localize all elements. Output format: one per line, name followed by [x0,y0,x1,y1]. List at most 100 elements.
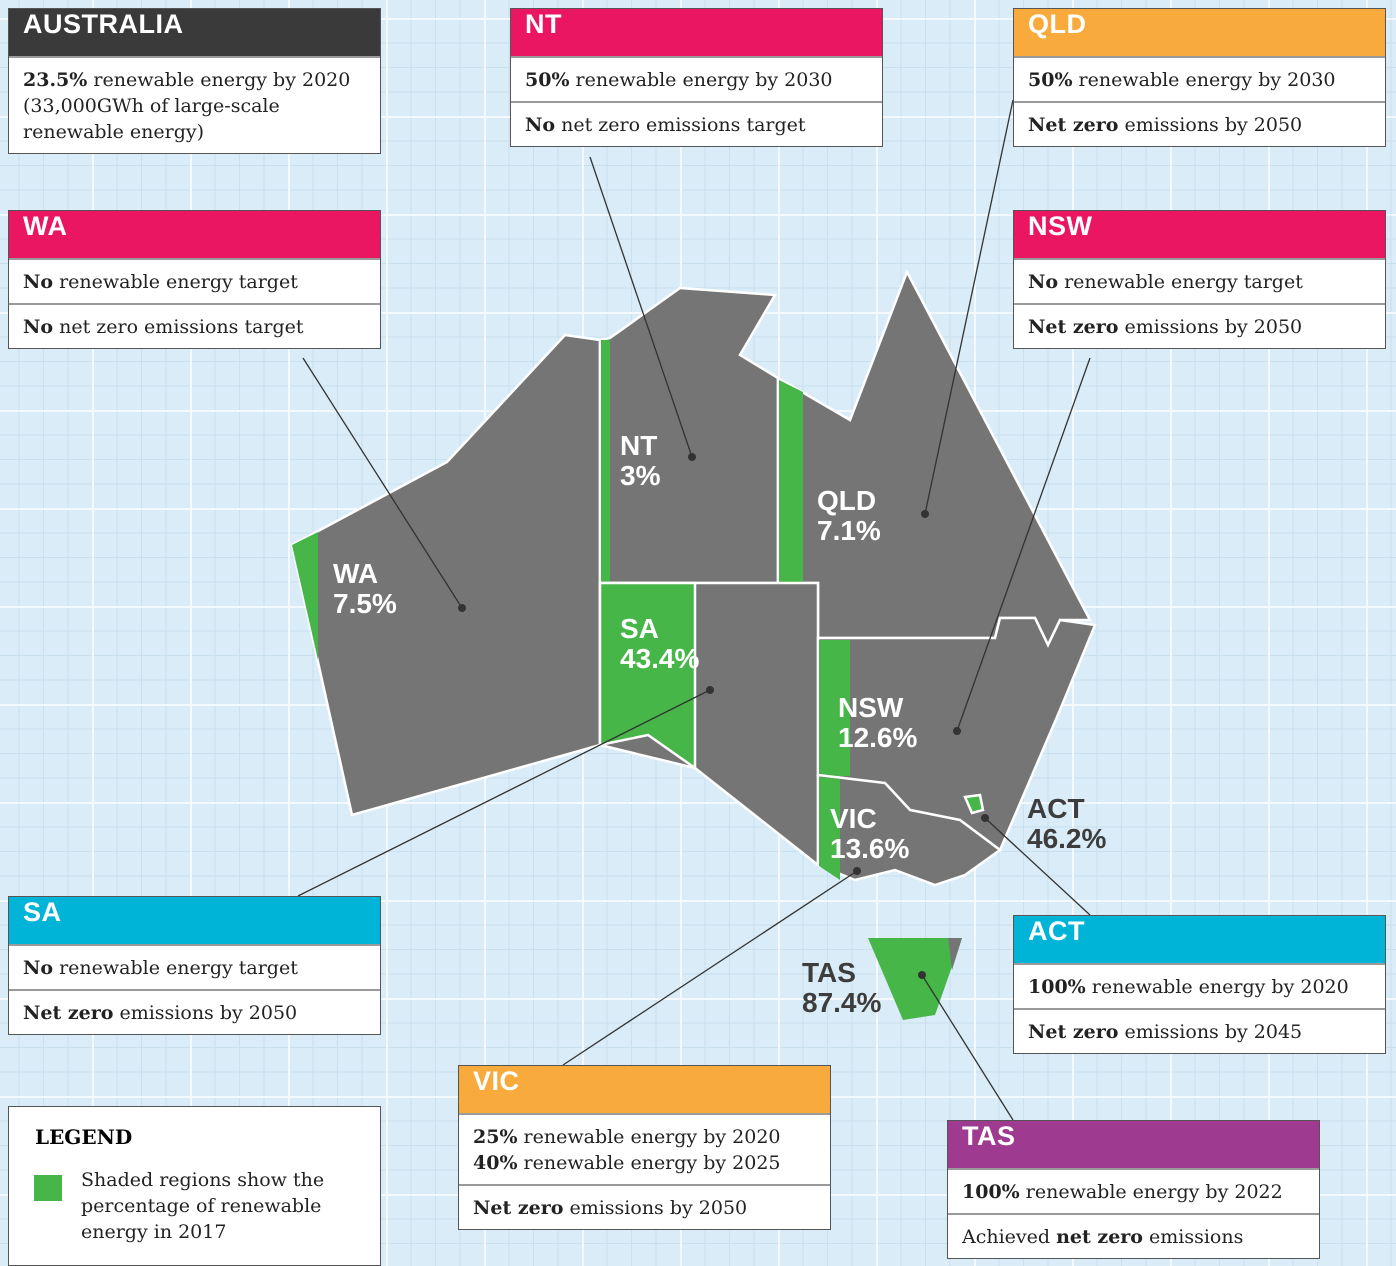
dot [918,971,926,979]
leader [297,689,711,897]
text-segment: No [1028,271,1059,293]
text-line: Net zero emissions by 2050 [1028,314,1371,340]
legend-title: LEGEND [35,1125,133,1149]
panel: NT 50% renewable energy by 2030 No net zer… [510,8,883,147]
text-line: No renewable energy target [23,955,366,981]
panel: NSW No renewable energy target Net zero em… [1013,210,1386,349]
text-line: Net zero emissions by 2050 [1028,112,1371,138]
region-name: VIC [830,803,877,834]
text-line: 50% renewable energy by 2030 [525,67,868,93]
region-name: TAS [802,957,856,988]
leader [302,357,463,609]
legend-text: Shaded regions show the percentage of ren… [81,1167,324,1245]
text-segment: emissions [1142,1226,1244,1248]
panel-row: Net zero emissions by 2050 [459,1184,830,1229]
legend-line: Shaded regions show the [81,1169,325,1191]
text-segment: emissions by 2050 [113,1002,298,1024]
panel-row: 100% renewable energy by 2022 [948,1168,1319,1213]
text-segment: 50% [525,69,570,91]
text-segment: Net zero [1028,1021,1119,1043]
text-segment: Net zero [1028,114,1119,136]
text-segment: renewable energy) [23,121,205,143]
panel-row: No renewable energy target [1014,258,1385,303]
legend-line: percentage of renewable [81,1195,322,1217]
dot [981,814,989,822]
tas [868,938,962,1020]
region-name: WA [333,558,378,589]
text-segment: renewable energy by 2025 [517,1152,781,1174]
dot [688,453,696,461]
panel-row: Net zero emissions by 2045 [1014,1008,1385,1053]
region-name: NT [620,430,657,461]
panel-row: No renewable energy target [9,944,380,989]
panel: VIC 25% renewable energy by 2020 40% renew… [458,1065,831,1230]
text-segment: net zero emissions target [53,316,304,338]
text-segment: emissions by 2045 [1118,1021,1303,1043]
dot [458,604,466,612]
region-name: SA [620,613,659,644]
panel: SA No renewable energy target Net zero emi… [8,896,381,1035]
panel-row: No renewable energy target [9,258,380,303]
text-segment: No [23,271,54,293]
region-value: 13.6% [830,833,909,864]
text-line: 40% renewable energy by 2025 [473,1150,816,1176]
text-segment: No [23,957,54,979]
text-line: 100% renewable energy by 2020 [1028,974,1371,1000]
text-line: 50% renewable energy by 2030 [1028,67,1371,93]
text-line: 100% renewable energy by 2022 [962,1179,1305,1205]
act [963,793,985,815]
text-segment: emissions by 2050 [1118,316,1303,338]
text-line: No net zero emissions target [525,112,868,138]
text-segment: net zero [1056,1226,1143,1248]
leader [956,357,1091,732]
text-segment: emissions by 2050 [563,1197,748,1219]
text-segment: 100% [1028,976,1086,998]
text-segment: renewable energy by 2020 [517,1126,781,1148]
dot [921,510,929,518]
text-segment: renewable energy by 2022 [1019,1181,1283,1203]
region-value: 7.5% [333,588,397,619]
region-value: 12.6% [838,722,917,753]
text-segment: 40% [473,1152,518,1174]
qld-green [779,380,803,582]
panel: TAS 100% renewable energy by 2022 Achieved… [947,1120,1320,1259]
text-line: renewable energy) [23,119,366,145]
text-segment: renewable energy by 2030 [569,69,833,91]
text-segment: renewable energy target [53,957,298,979]
text-line: No net zero emissions target [23,314,366,340]
panel-title: TAS [948,1121,1319,1168]
text-segment: No [23,316,54,338]
text-segment: Net zero [1028,316,1119,338]
leader [562,870,858,1066]
vic [816,773,1003,887]
panel: AUSTRALIA 23.5% renewable energy by 2020(… [8,8,381,154]
region-value: 7.1% [817,515,881,546]
region-value: 43.4% [620,643,699,674]
panel-row: 23.5% renewable energy by 2020 (33,000GWh… [9,56,380,153]
text-segment: net zero emissions target [555,114,806,136]
text-line: No renewable energy target [1028,269,1371,295]
text-segment: Net zero [23,1002,114,1024]
text-line: 25% renewable energy by 2020 [473,1124,816,1150]
panel-title: QLD [1014,9,1385,56]
region-value: 87.4% [802,987,881,1018]
leader [589,156,693,458]
panel-title: NSW [1014,211,1385,258]
text-segment: (33,000GWh of large-scale [23,95,280,117]
tas-gray [948,938,962,970]
text-segment: emissions by 2050 [1118,114,1303,136]
text-segment: renewable energy target [53,271,298,293]
text-segment: renewable energy by 2020 [87,69,351,91]
text-segment: 100% [962,1181,1020,1203]
panel-title: WA [9,211,380,258]
panel-row: Achieved net zero emissions [948,1213,1319,1258]
panel-row: 50% renewable energy by 2030 [1014,56,1385,101]
region-name: ACT [1027,793,1085,824]
nt-green [601,340,610,582]
panel-row: Net zero emissions by 2050 [9,989,380,1034]
vic-green [819,777,840,880]
text-segment: 50% [1028,69,1073,91]
nsw-green [819,640,850,776]
